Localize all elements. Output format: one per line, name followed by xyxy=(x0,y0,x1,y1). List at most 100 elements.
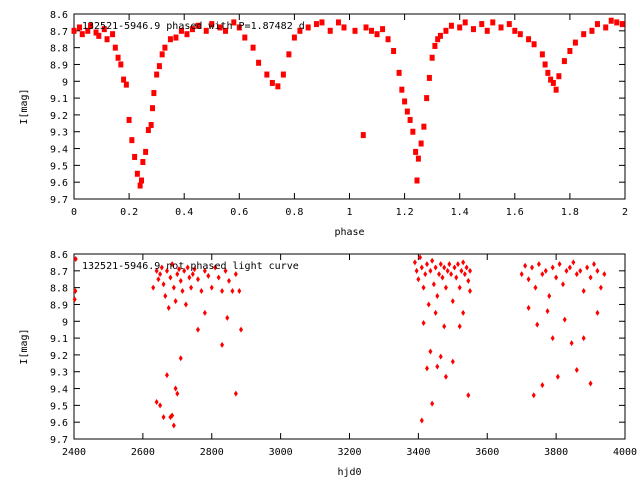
y-tick-label: 9.5 xyxy=(50,161,68,172)
y-tick-label: 9 xyxy=(62,77,68,88)
data-point xyxy=(550,264,555,271)
data-point xyxy=(594,21,600,28)
data-point xyxy=(231,19,237,26)
data-point xyxy=(437,271,442,278)
data-point xyxy=(126,116,132,123)
data-point xyxy=(170,412,175,419)
data-point xyxy=(435,293,440,300)
data-point xyxy=(189,284,194,291)
data-point xyxy=(554,274,559,281)
data-point xyxy=(430,400,435,407)
data-point xyxy=(603,24,609,31)
x-tick-label: 3200 xyxy=(337,447,361,458)
data-point xyxy=(183,301,188,308)
y-tick-label: 8.6 xyxy=(50,10,68,21)
data-point xyxy=(555,373,560,380)
data-point xyxy=(202,267,207,274)
x-tick-label: 1 xyxy=(346,207,352,218)
data-point xyxy=(291,34,297,41)
data-point xyxy=(115,54,121,61)
data-point xyxy=(230,288,235,294)
data-point xyxy=(533,284,538,291)
data-point xyxy=(454,274,459,281)
data-point xyxy=(145,127,151,134)
data-point xyxy=(432,42,438,49)
data-point xyxy=(352,27,358,34)
data-point xyxy=(470,26,476,33)
data-point xyxy=(410,128,416,135)
data-point xyxy=(414,177,420,184)
data-point xyxy=(187,274,192,281)
phased-plot-frame xyxy=(73,13,626,200)
phased-y-ticks: 8.6 8.7 8.8 8.9 9 9.1 9.2 9.3 9.4 9.5 9.6 9.7 xyxy=(50,10,625,206)
data-point xyxy=(574,367,579,374)
y-tick-label: 9.5 xyxy=(50,401,68,412)
y-tick-label: 9.4 xyxy=(50,145,68,156)
data-point xyxy=(468,288,473,294)
data-point xyxy=(569,340,574,347)
data-point xyxy=(85,27,91,34)
data-point xyxy=(264,71,270,78)
data-point xyxy=(374,31,380,38)
unphased-data-points xyxy=(72,254,607,429)
data-point xyxy=(581,31,587,38)
x-tick-label: 3400 xyxy=(406,447,430,458)
data-point xyxy=(421,123,427,130)
data-point xyxy=(399,86,405,93)
data-point xyxy=(178,277,183,284)
data-point xyxy=(134,170,140,177)
data-point xyxy=(550,335,555,342)
data-point xyxy=(462,271,467,278)
y-tick-label: 8.9 xyxy=(50,300,68,311)
data-point xyxy=(341,24,347,31)
data-point xyxy=(574,271,579,278)
data-point xyxy=(457,24,463,31)
data-point xyxy=(462,19,468,26)
unphased-x-ticks: 2400 2600 2800 3000 3200 3400 3600 3800 4000 xyxy=(62,254,637,458)
data-point xyxy=(250,44,256,51)
data-point xyxy=(545,69,551,76)
data-point xyxy=(598,284,603,291)
data-point xyxy=(161,281,166,288)
data-point xyxy=(154,71,160,78)
data-point xyxy=(424,365,429,372)
data-point xyxy=(512,27,518,34)
unphased-x-axis-label: hjd0 xyxy=(337,467,361,478)
data-point xyxy=(438,261,443,268)
data-point xyxy=(223,267,228,274)
data-point xyxy=(112,44,118,51)
data-point xyxy=(426,74,432,81)
data-point xyxy=(413,148,419,155)
x-tick-label: 3600 xyxy=(475,447,499,458)
data-point xyxy=(602,271,607,278)
data-point xyxy=(73,288,78,294)
data-point xyxy=(443,284,448,291)
data-point xyxy=(498,24,504,31)
data-point xyxy=(380,26,386,33)
data-point xyxy=(557,261,562,268)
data-point xyxy=(143,148,149,155)
data-point xyxy=(526,304,531,311)
data-point xyxy=(424,95,430,102)
data-point xyxy=(423,271,428,278)
data-point xyxy=(391,48,397,54)
data-point xyxy=(595,309,600,316)
data-point xyxy=(461,309,466,316)
data-point xyxy=(101,26,107,33)
data-point xyxy=(242,34,248,41)
data-point xyxy=(236,24,242,31)
data-point xyxy=(548,76,554,83)
unphased-plot-title: 132521-5946.9 not phased light curve xyxy=(82,261,299,272)
data-point xyxy=(203,27,209,34)
data-point xyxy=(158,271,163,278)
data-point xyxy=(536,261,541,268)
data-point xyxy=(171,284,176,291)
data-point xyxy=(426,301,431,308)
data-point xyxy=(448,22,454,29)
y-tick-label: 9.7 xyxy=(50,195,68,206)
data-point xyxy=(138,177,144,184)
data-point xyxy=(619,21,625,28)
data-point xyxy=(175,271,180,278)
